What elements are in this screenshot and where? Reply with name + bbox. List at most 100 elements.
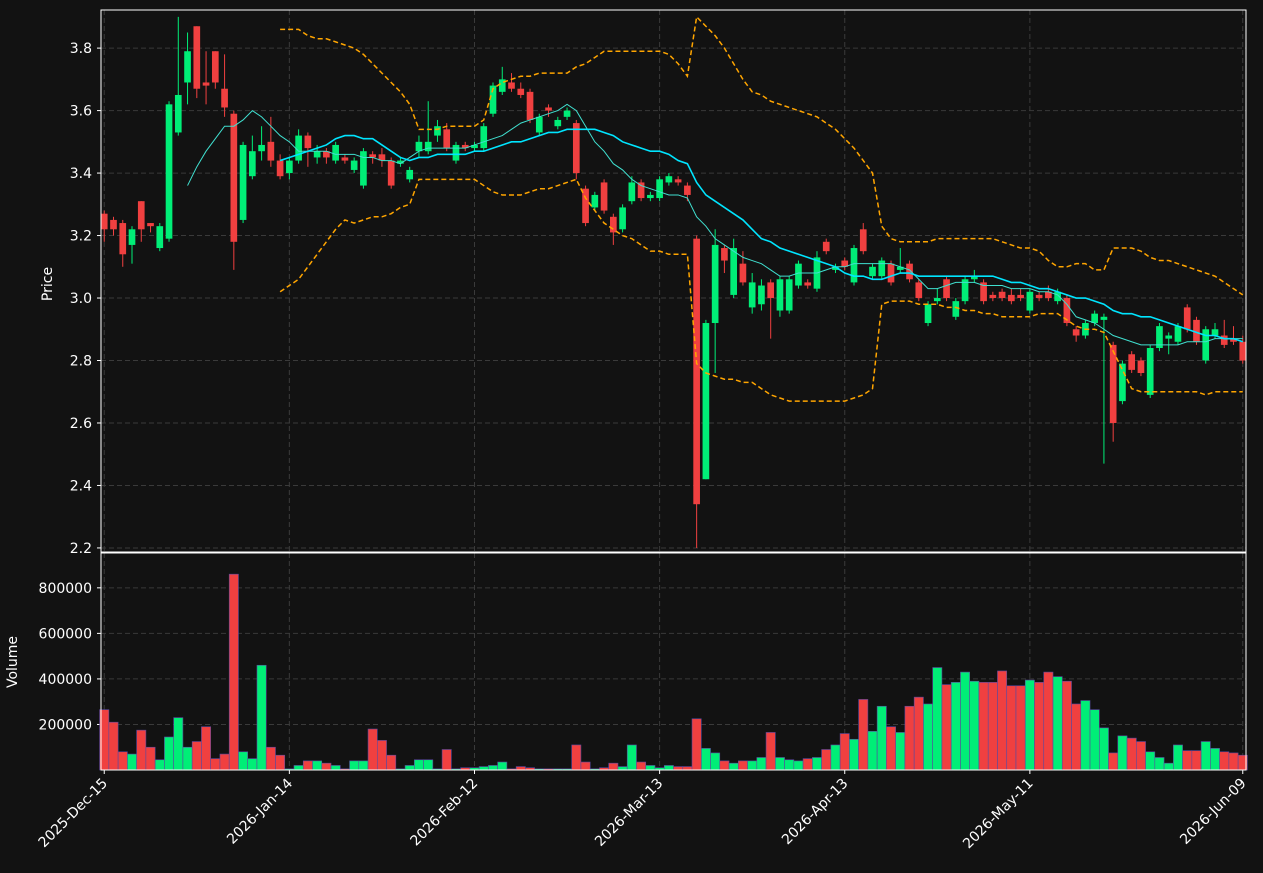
- candle-body: [767, 282, 775, 299]
- y-tick-label: 800000: [39, 581, 92, 597]
- candle-body: [119, 223, 127, 255]
- volume-bar: [1034, 682, 1045, 771]
- volume-bar: [849, 738, 859, 771]
- candle-body: [323, 151, 330, 158]
- volume-bar: [1191, 750, 1202, 771]
- overlay-line: [187, 103, 1243, 346]
- volume-bar: [349, 760, 360, 771]
- candle-body: [1091, 313, 1098, 324]
- candle-body: [610, 216, 617, 233]
- volume-bar: [682, 766, 693, 771]
- candle-body: [563, 110, 571, 117]
- volume-bar: [1071, 703, 1082, 771]
- volume-bar: [571, 744, 582, 771]
- candle-body: [193, 26, 201, 89]
- candle-body: [878, 260, 886, 277]
- y-tick-label: 400000: [39, 672, 92, 688]
- candle-body: [739, 263, 747, 283]
- candle-body: [850, 248, 858, 283]
- volume-bar: [478, 766, 489, 771]
- volume-bar: [1154, 757, 1165, 771]
- volume-bar: [895, 732, 906, 771]
- volume-bar: [191, 741, 202, 771]
- candle-body: [832, 266, 839, 270]
- volume-bar: [793, 760, 804, 771]
- candle-body: [970, 276, 978, 280]
- candle-body: [1156, 326, 1163, 349]
- volume-bar: [969, 680, 980, 771]
- candle-body: [1008, 294, 1015, 302]
- volume-bar: [932, 667, 943, 771]
- candle-body: [415, 141, 423, 152]
- y-tick-label: 2.4: [70, 478, 92, 494]
- candle-body: [508, 82, 515, 89]
- y-tick-label: 200000: [39, 717, 92, 733]
- candle-body: [1045, 291, 1052, 299]
- volume-bar: [747, 760, 758, 771]
- volume-bar: [358, 760, 369, 771]
- volume-bar: [1228, 752, 1239, 771]
- candle-body: [221, 88, 228, 108]
- volume-bar: [904, 705, 915, 771]
- candle-body: [165, 104, 173, 239]
- volume-bar: [673, 766, 684, 771]
- volume-bar: [404, 765, 415, 771]
- candle-body: [721, 248, 728, 261]
- volume-bar: [775, 757, 785, 771]
- y-tick-label: 3.4: [70, 166, 92, 182]
- candle-body: [1146, 348, 1154, 395]
- volume-bar: [414, 759, 424, 771]
- volume-bar: [608, 762, 619, 771]
- volume-bar: [423, 759, 434, 771]
- volume-bar: [923, 703, 933, 771]
- candle-body: [822, 241, 830, 252]
- candle-body: [489, 85, 497, 114]
- candle-body: [239, 144, 247, 220]
- candle-body: [1239, 341, 1247, 361]
- volume-frame: [100, 552, 1247, 771]
- overlay-line: [279, 178, 1243, 402]
- volume-bar: [247, 758, 258, 771]
- candle-body: [711, 244, 719, 324]
- candle-body: [443, 129, 451, 149]
- candle-body: [1230, 338, 1237, 342]
- volume-bar: [728, 762, 739, 771]
- volume-bar: [737, 760, 748, 771]
- candle-body: [452, 144, 460, 161]
- volume-bar: [136, 729, 147, 771]
- volume-bar: [154, 759, 165, 771]
- candle-body: [304, 135, 312, 149]
- candle-body: [526, 91, 534, 120]
- candle-body: [1035, 294, 1043, 299]
- candle-body: [656, 179, 663, 199]
- volume-bar: [228, 573, 239, 771]
- volume-bar: [1061, 680, 1072, 771]
- volume-axis-label: Volume: [5, 636, 21, 688]
- y-tick-label: 3.0: [70, 291, 92, 307]
- overlay-line: [280, 15, 1244, 296]
- y-tick-label: 3.8: [70, 41, 92, 57]
- volume-bar: [663, 765, 674, 771]
- volume-bar: [802, 758, 813, 771]
- candle-body: [471, 144, 478, 149]
- candle-body: [980, 282, 987, 302]
- candle-body: [1072, 329, 1080, 336]
- candle-body: [332, 144, 339, 161]
- volume-bar: [580, 761, 591, 771]
- candle-body: [961, 279, 969, 302]
- volume-bar: [238, 751, 249, 771]
- candle-body: [1100, 316, 1108, 320]
- candle-body: [480, 126, 488, 149]
- volume-bar: [441, 749, 452, 771]
- candle-body: [702, 323, 710, 480]
- candle-body: [1109, 344, 1117, 423]
- candle-body: [1193, 319, 1200, 342]
- candle-body: [535, 116, 543, 133]
- volume-bar: [275, 754, 286, 771]
- volume-bar: [719, 760, 730, 771]
- volume-bar: [1098, 727, 1109, 771]
- price-frame: [100, 9, 1247, 553]
- candle-body: [1063, 298, 1071, 324]
- candle-body: [943, 279, 950, 299]
- volume-bar: [617, 766, 628, 771]
